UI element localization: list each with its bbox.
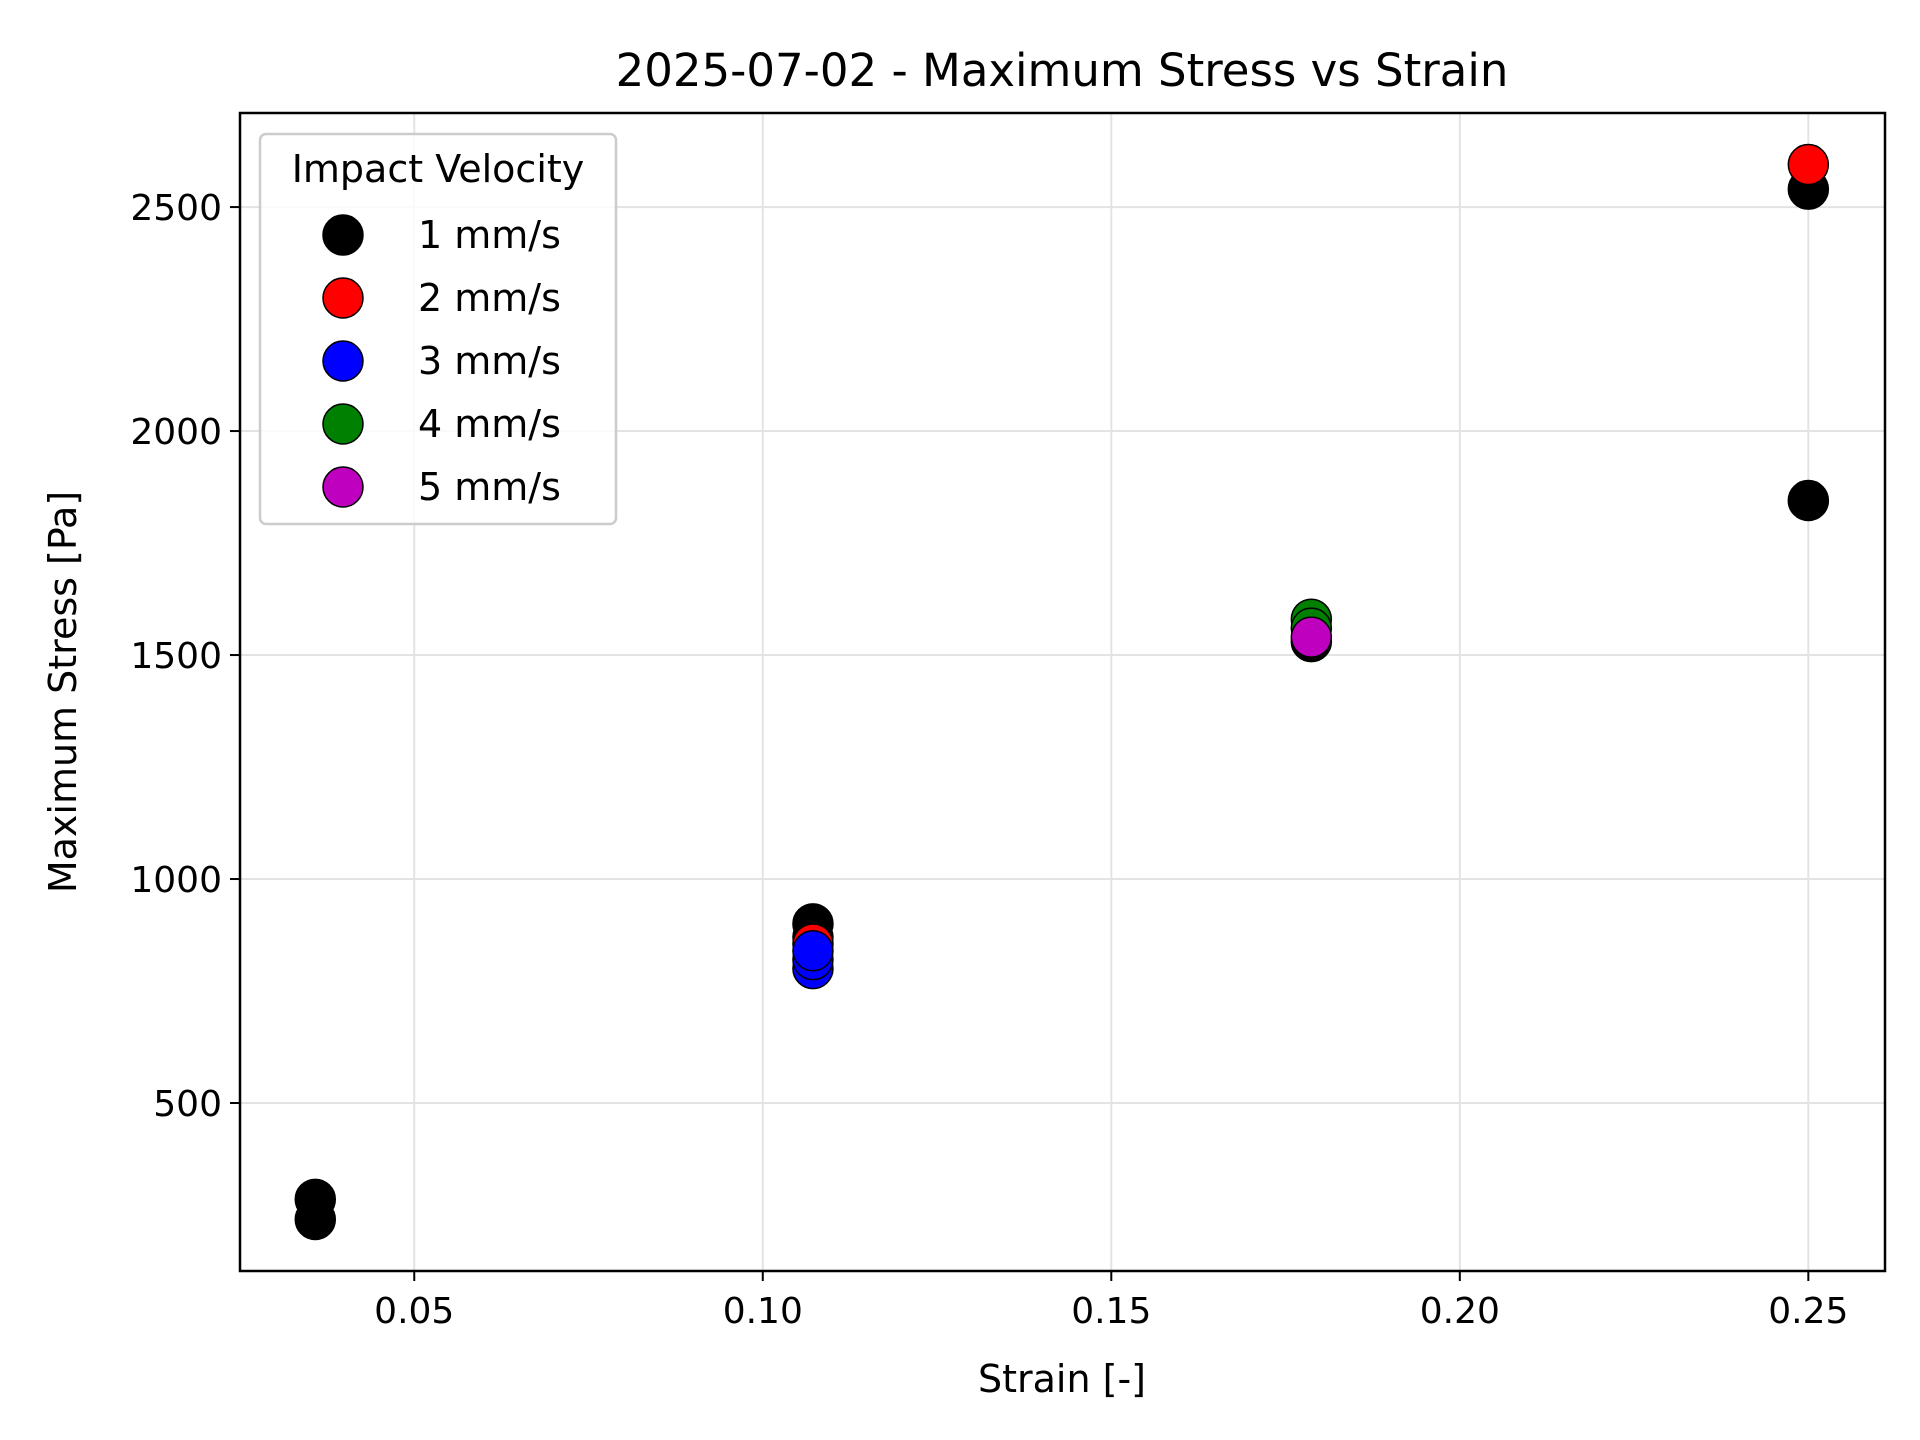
data-point (294, 1178, 337, 1221)
x-tick-label: 0.25 (1768, 1291, 1848, 1332)
legend: Impact Velocity 1 mm/s 2 mm/s 3 mm/s 4 mm/s… (258, 132, 618, 526)
plot-frame (238, 111, 1887, 1273)
x-tick-label: 0.15 (1071, 1291, 1151, 1332)
x-axis-label: Strain [-] (978, 1357, 1146, 1401)
y-tick-label: 500 (153, 1084, 222, 1125)
legend-marker (322, 214, 364, 256)
legend-marker (322, 403, 364, 445)
y-tick-label: 1000 (130, 860, 222, 901)
legend-marker (322, 340, 364, 382)
legend-entry-label: 3 mm/s (418, 339, 561, 383)
x-tick-label: 0.20 (1420, 1291, 1500, 1332)
x-tick-label: 0.05 (374, 1291, 454, 1332)
data-point (1787, 143, 1830, 186)
y-tick-label: 2000 (130, 412, 222, 453)
legend-title: Impact Velocity (292, 147, 585, 191)
axis-ticks: 0.05 0.10 0.15 0.20 0.25 500 1000 1500 2000 2500 (130, 188, 1848, 1332)
x-tick-label: 0.10 (723, 1291, 803, 1332)
legend-marker (322, 466, 364, 508)
y-tick-label: 1500 (130, 636, 222, 677)
data-points (294, 143, 1830, 1241)
data-point (1290, 616, 1333, 658)
y-tick-label: 2500 (130, 188, 222, 229)
y-axis-label: Maximum Stress [Pa] (41, 491, 85, 893)
legend-marker (322, 277, 364, 319)
data-point (1787, 479, 1830, 522)
chart-title: 2025-07-02 - Maximum Stress vs Strain (616, 44, 1509, 97)
legend-entry-label: 1 mm/s (418, 213, 561, 257)
legend-entry-label: 2 mm/s (418, 276, 561, 320)
legend-entry-label: 5 mm/s (418, 465, 561, 509)
legend-entry-label: 4 mm/s (418, 402, 561, 446)
data-point (792, 929, 834, 972)
